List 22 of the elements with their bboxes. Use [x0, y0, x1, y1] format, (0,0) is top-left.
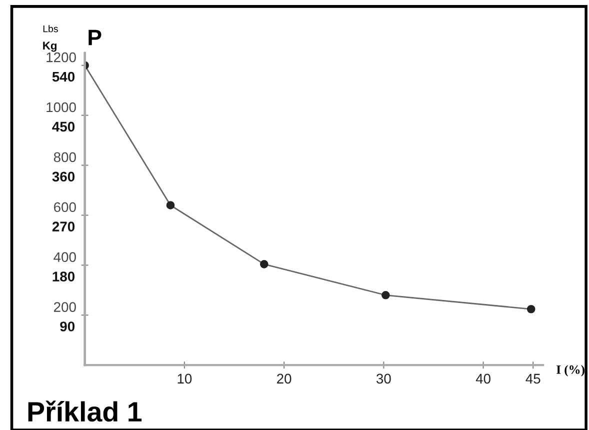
text: Kg	[43, 42, 56, 52]
text: Příklad 1	[28, 400, 142, 422]
y-tick-label: 600	[54, 202, 76, 212]
text: P	[88, 30, 102, 46]
x-axis-title: I (%)	[556, 365, 584, 376]
x-tick-label: 20	[277, 374, 292, 384]
y2-tick-label: 180	[52, 272, 75, 282]
y-axis-title: Lbs	[43, 25, 58, 32]
x-tick-label: 30	[376, 374, 391, 384]
y2-tick-label: 270	[52, 222, 75, 232]
y-tick-label: 400	[54, 252, 76, 262]
y2-tick-label: 540	[52, 72, 75, 82]
y-tick-label: 200	[54, 302, 76, 312]
y2-tick-label: 450	[52, 122, 75, 132]
y-tick-label: 1000	[46, 102, 76, 112]
y2-tick-label: 90	[60, 322, 75, 332]
x-tick-label: 45	[526, 374, 540, 384]
x-tick-label: 10	[178, 374, 192, 384]
y-tick-label: 800	[54, 152, 76, 162]
y-tick-label: 1200	[46, 52, 76, 62]
y2-tick-label: 360	[52, 172, 75, 182]
x-tick-label: 40	[476, 374, 490, 384]
